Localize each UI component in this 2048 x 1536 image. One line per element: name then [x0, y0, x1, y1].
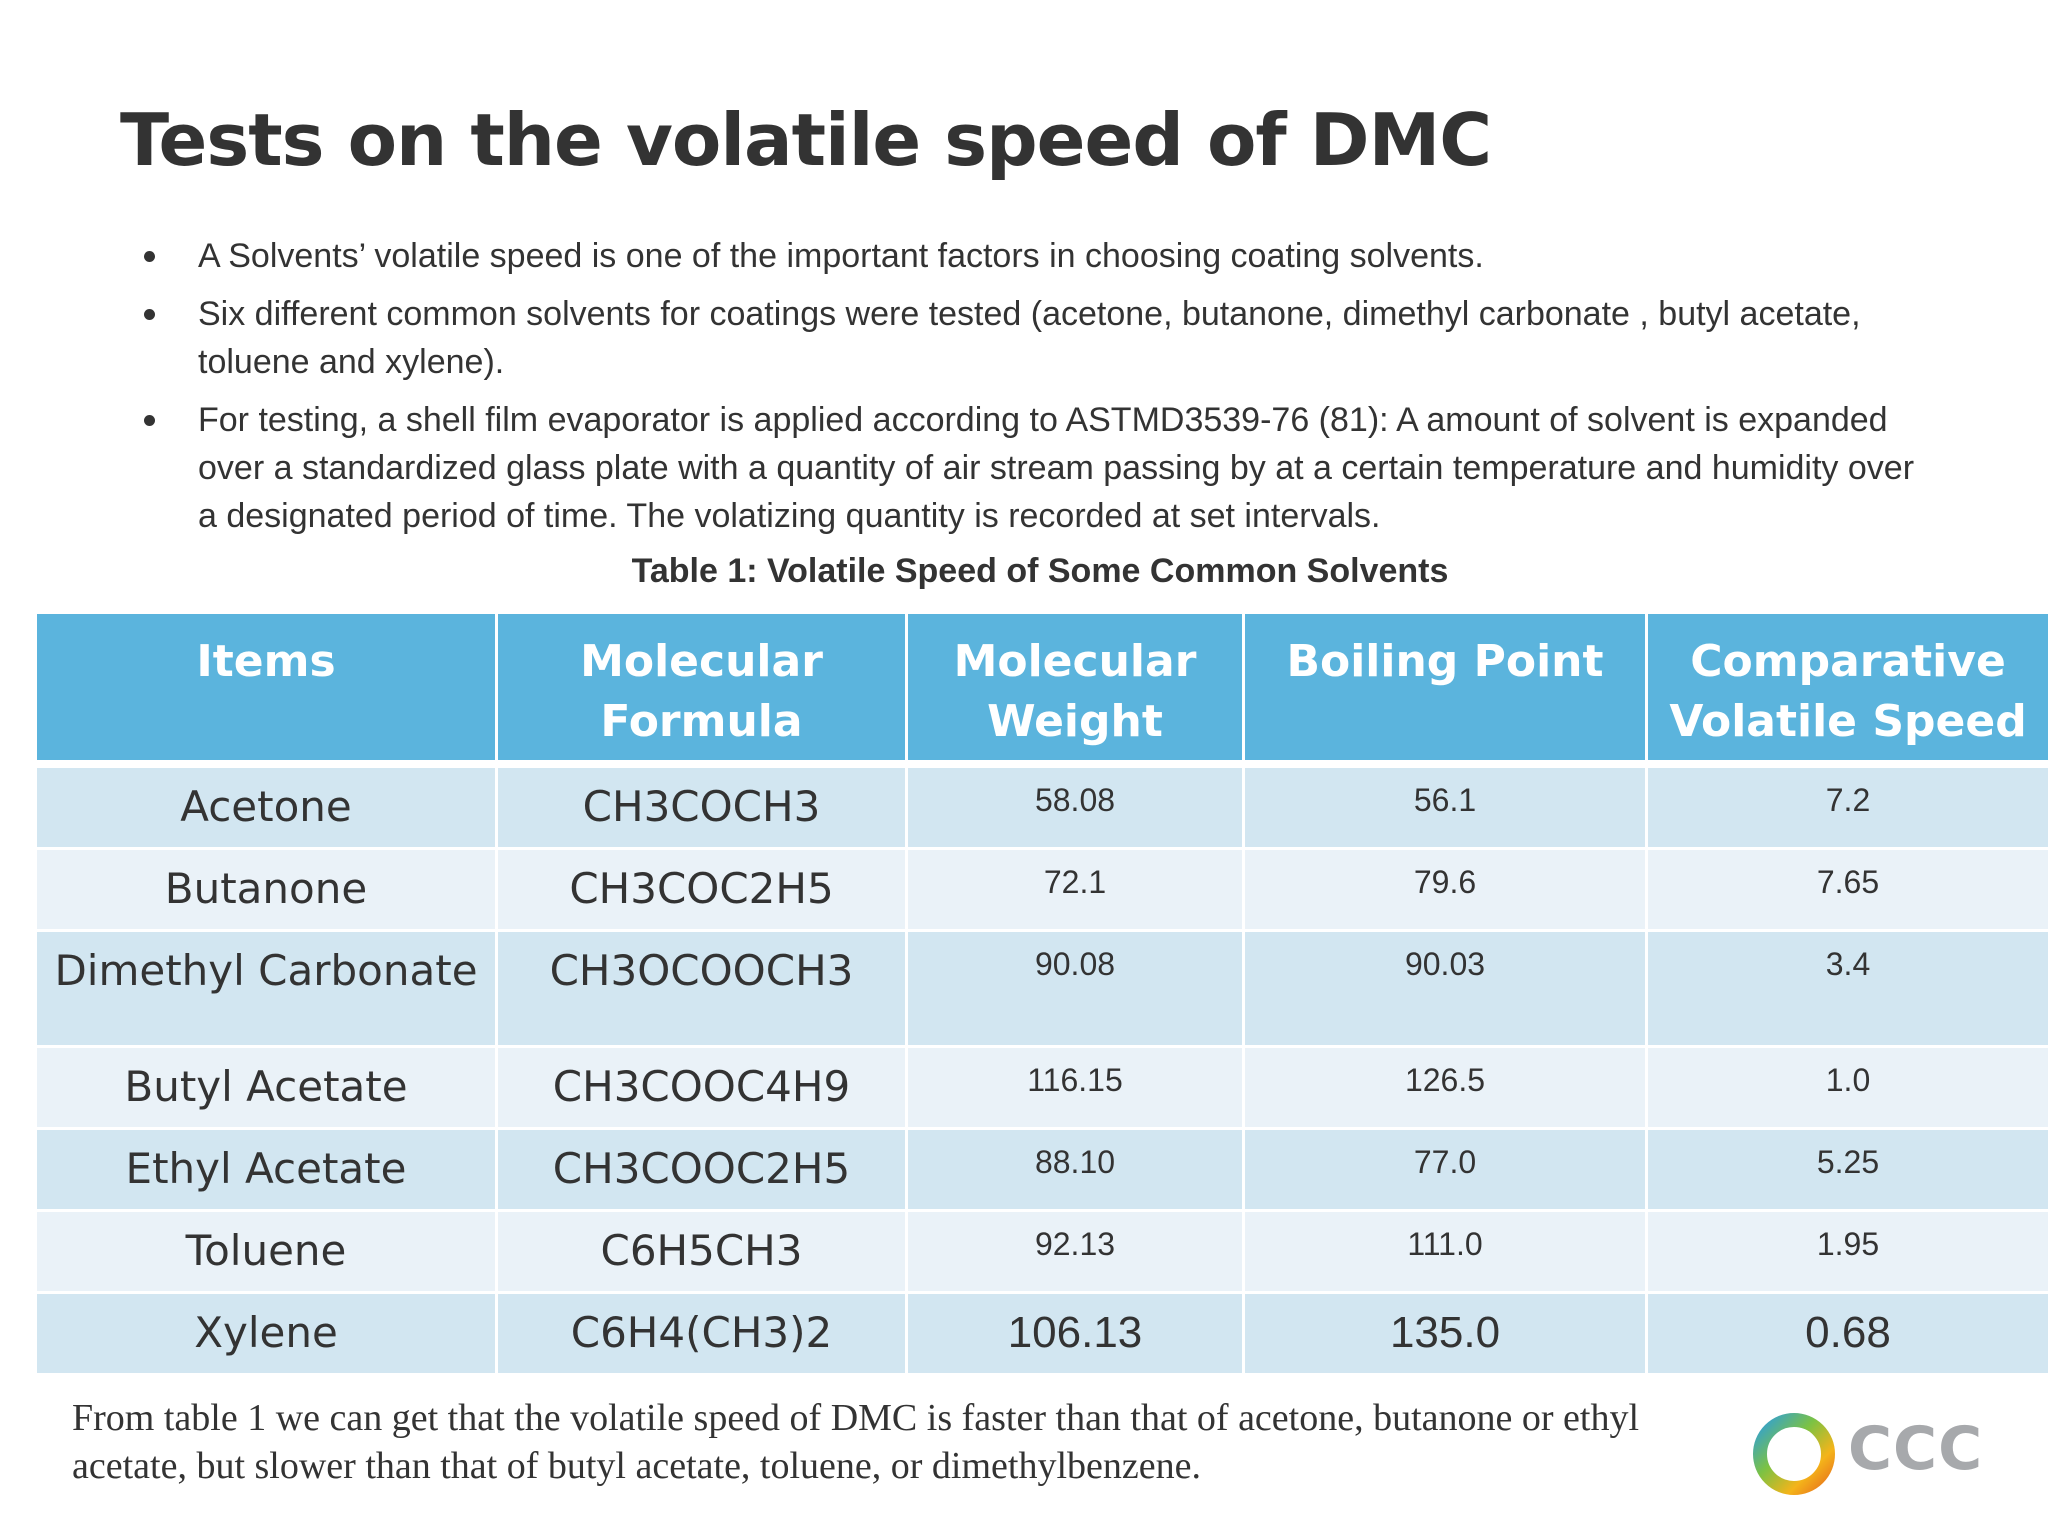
bullet-item: A Solvents’ volatile speed is one of the… [140, 232, 1940, 280]
cell-boiling-point: 111.0 [1245, 1212, 1645, 1294]
cell-weight: 88.10 [908, 1130, 1242, 1212]
table-row: Acetone CH3COCH3 58.08 56.1 7.2 [37, 768, 2048, 850]
header-comparative-volatile-speed: Comparative Volatile Speed [1648, 614, 2048, 768]
ccc-logo: CCC [1752, 1408, 1982, 1498]
cell-weight: 58.08 [908, 768, 1242, 850]
cell-volatile-speed: 7.65 [1648, 850, 2048, 932]
cell-boiling-point: 56.1 [1245, 768, 1645, 850]
cell-formula: C6H5CH3 [498, 1212, 905, 1294]
cell-item: Butanone [37, 850, 495, 932]
cell-item: Xylene [37, 1294, 495, 1376]
page-title: Tests on the volatile speed of DMC [120, 98, 1492, 182]
header-items: Items [37, 614, 495, 768]
cell-volatile-speed: 1.0 [1648, 1048, 2048, 1130]
cell-boiling-point: 79.6 [1245, 850, 1645, 932]
bullet-text: Six different common solvents for coatin… [198, 295, 1861, 381]
conclusion-text: From table 1 we can get that the volatil… [72, 1397, 1640, 1487]
cell-formula: CH3COC2H5 [498, 850, 905, 932]
cell-volatile-speed: 7.2 [1648, 768, 2048, 850]
ccc-ring-logo-icon [1753, 1413, 1835, 1495]
cell-boiling-point: 135.0 [1245, 1294, 1645, 1376]
cell-item: Ethyl Acetate [37, 1130, 495, 1212]
cell-volatile-speed: 0.68 [1648, 1294, 2048, 1376]
cell-weight: 90.08 [908, 932, 1242, 1048]
cell-volatile-speed: 1.95 [1648, 1212, 2048, 1294]
table-caption: Table 1: Volatile Speed of Some Common S… [631, 552, 1449, 590]
cell-weight: 106.13 [908, 1294, 1242, 1376]
cell-boiling-point: 77.0 [1245, 1130, 1645, 1212]
cell-formula: C6H4(CH3)2 [498, 1294, 905, 1376]
table-row: Ethyl Acetate CH3COOC2H5 88.10 77.0 5.25 [37, 1130, 2048, 1212]
logo-text: CCC [1848, 1414, 1984, 1484]
bullet-dot-icon [144, 415, 155, 426]
cell-item: Dimethyl Carbonate [37, 932, 495, 1048]
table-row: Butanone CH3COC2H5 72.1 79.6 7.65 [37, 850, 2048, 932]
cell-weight: 92.13 [908, 1212, 1242, 1294]
bullet-list: A Solvents’ volatile speed is one of the… [140, 232, 1940, 550]
cell-formula: CH3OCOOCH3 [498, 932, 905, 1048]
cell-boiling-point: 90.03 [1245, 932, 1645, 1048]
bullet-dot-icon [144, 309, 155, 320]
cell-item: Acetone [37, 768, 495, 850]
cell-item: Toluene [37, 1212, 495, 1294]
cell-formula: CH3COCH3 [498, 768, 905, 850]
table-header-row: Items Molecular Formula Molecular Weight… [37, 614, 2048, 768]
cell-item: Butyl Acetate [37, 1048, 495, 1130]
bullet-item: Six different common solvents for coatin… [140, 290, 1940, 386]
bullet-dot-icon [144, 251, 155, 262]
header-boiling-point: Boiling Point [1245, 614, 1645, 768]
table-row: Toluene C6H5CH3 92.13 111.0 1.95 [37, 1212, 2048, 1294]
cell-weight: 72.1 [908, 850, 1242, 932]
cell-volatile-speed: 5.25 [1648, 1130, 2048, 1212]
cell-weight: 116.15 [908, 1048, 1242, 1130]
cell-formula: CH3COOC4H9 [498, 1048, 905, 1130]
header-molecular-weight: Molecular Weight [908, 614, 1242, 768]
table-row: Xylene C6H4(CH3)2 106.13 135.0 0.68 [37, 1294, 2048, 1376]
table-row: Butyl Acetate CH3COOC4H9 116.15 126.5 1.… [37, 1048, 2048, 1130]
table-row: Dimethyl Carbonate CH3OCOOCH3 90.08 90.0… [37, 932, 2048, 1048]
cell-formula: CH3COOC2H5 [498, 1130, 905, 1212]
bullet-text: A Solvents’ volatile speed is one of the… [198, 237, 1484, 275]
header-molecular-formula: Molecular Formula [498, 614, 905, 768]
cell-volatile-speed: 3.4 [1648, 932, 2048, 1048]
cell-boiling-point: 126.5 [1245, 1048, 1645, 1130]
bullet-text: For testing, a shell film evaporator is … [198, 401, 1915, 535]
solvent-table: Items Molecular Formula Molecular Weight… [34, 614, 2048, 1376]
bullet-item: For testing, a shell film evaporator is … [140, 396, 1940, 540]
